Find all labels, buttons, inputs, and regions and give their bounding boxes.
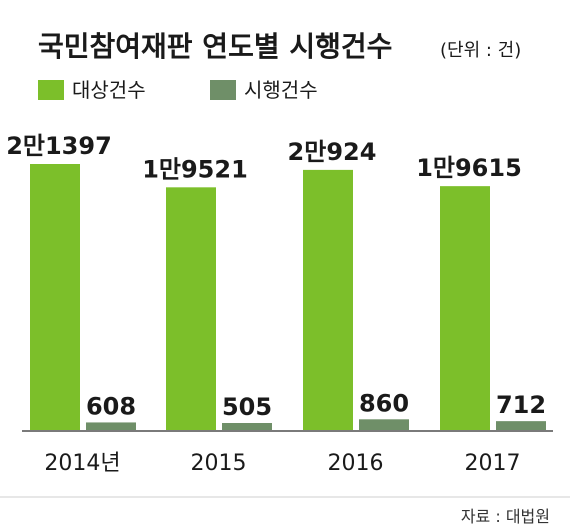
legend-label-target: 대상건수 xyxy=(72,78,146,102)
legend: 대상건수 시행건수 xyxy=(38,78,318,102)
bar-executed-0 xyxy=(86,422,136,430)
bar-executed-2 xyxy=(359,419,409,430)
data-label-target-0: 2만1397 xyxy=(6,132,112,160)
bar-target-3 xyxy=(440,186,490,430)
x-tick-label-3: 2017 xyxy=(465,451,521,476)
chart-marks: 2만1397 608 2014년 1만9521 505 2015 2만924 860 2016 1… xyxy=(6,132,546,476)
bar-executed-3 xyxy=(496,421,546,430)
bar-target-0 xyxy=(30,164,80,430)
source-note: 자료 : 대법원 xyxy=(461,507,550,526)
unit-note: (단위 : 건) xyxy=(440,40,521,61)
chart-title: 국민참여재판 연도별 시행건수 xyxy=(38,30,392,63)
legend-swatch-target xyxy=(38,80,64,100)
data-label-executed-2: 860 xyxy=(359,389,409,417)
bar-target-1 xyxy=(166,187,216,430)
bar-target-2 xyxy=(303,169,353,430)
bar-executed-1 xyxy=(222,423,272,430)
data-label-executed-3: 712 xyxy=(496,391,546,419)
legend-swatch-executed xyxy=(210,80,236,100)
x-tick-label-1: 2015 xyxy=(191,451,247,476)
data-label-executed-1: 505 xyxy=(222,393,272,421)
data-label-target-1: 1만9521 xyxy=(142,155,248,183)
x-tick-label-2: 2016 xyxy=(328,451,384,476)
legend-label-executed: 시행건수 xyxy=(244,78,318,102)
x-tick-label-0: 2014년 xyxy=(44,451,120,476)
data-label-target-3: 1만9615 xyxy=(416,154,522,182)
data-label-executed-0: 608 xyxy=(86,392,136,420)
data-label-target-2: 2만924 xyxy=(288,138,377,166)
